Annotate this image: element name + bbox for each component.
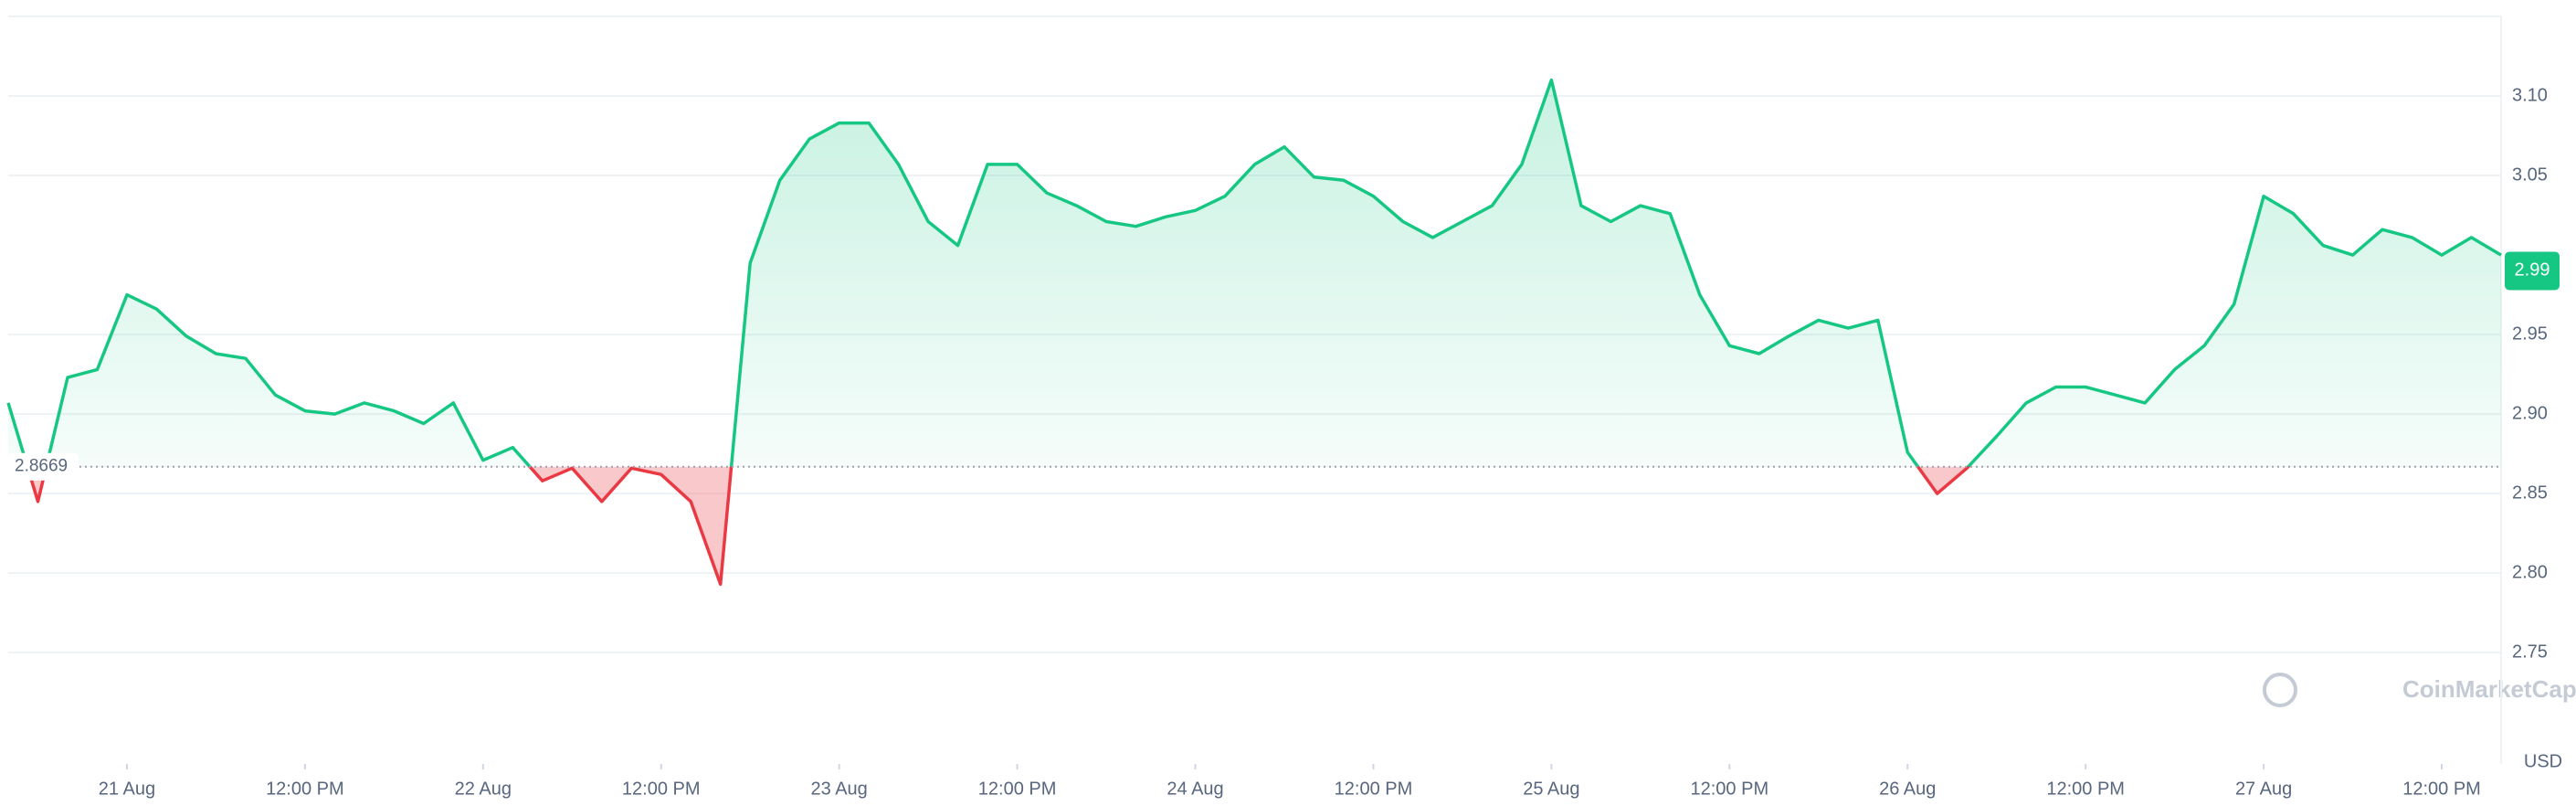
y-tick-label: 2.85 [2512,483,2548,503]
x-tick-label: 22 Aug [455,779,512,799]
x-tick-label: 12:00 PM [978,779,1057,799]
x-tick-label: 12:00 PM [2402,779,2481,799]
y-tick-label: 3.10 [2512,85,2548,105]
y-tick-label: 2.75 [2512,642,2548,662]
x-tick-label: 27 Aug [2235,779,2292,799]
x-tick-label: 12:00 PM [622,779,701,799]
x-tick-label: 25 Aug [1523,779,1579,799]
price-line [6,78,2502,587]
x-tick-label: 21 Aug [99,779,155,799]
y-tick-label: 3.05 [2512,164,2548,185]
watermark: CoinMarketCap [2402,675,2576,703]
x-tick-label: 12:00 PM [2046,779,2125,799]
x-tick-label: 26 Aug [1879,779,1936,799]
baseline-label: 2.8669 [15,457,68,476]
x-tick-label: 23 Aug [811,779,868,799]
x-tick-label: 12:00 PM [1691,779,1769,799]
x-tick-label: 12:00 PM [266,779,344,799]
y-tick-label: 2.80 [2512,562,2548,582]
current-price-label: 2.99 [2515,260,2550,281]
watermark-logo [2263,673,2297,707]
y-tick-label: 2.95 [2512,323,2548,344]
unit-label: USD [2524,751,2562,771]
baseline-label-box [7,452,79,481]
x-tick-label: 12:00 PM [1335,779,1413,799]
price-area [8,80,2501,585]
x-tick-label: 24 Aug [1167,779,1223,799]
current-price-box [2505,251,2560,291]
y-tick-label: 2.90 [2512,403,2548,423]
